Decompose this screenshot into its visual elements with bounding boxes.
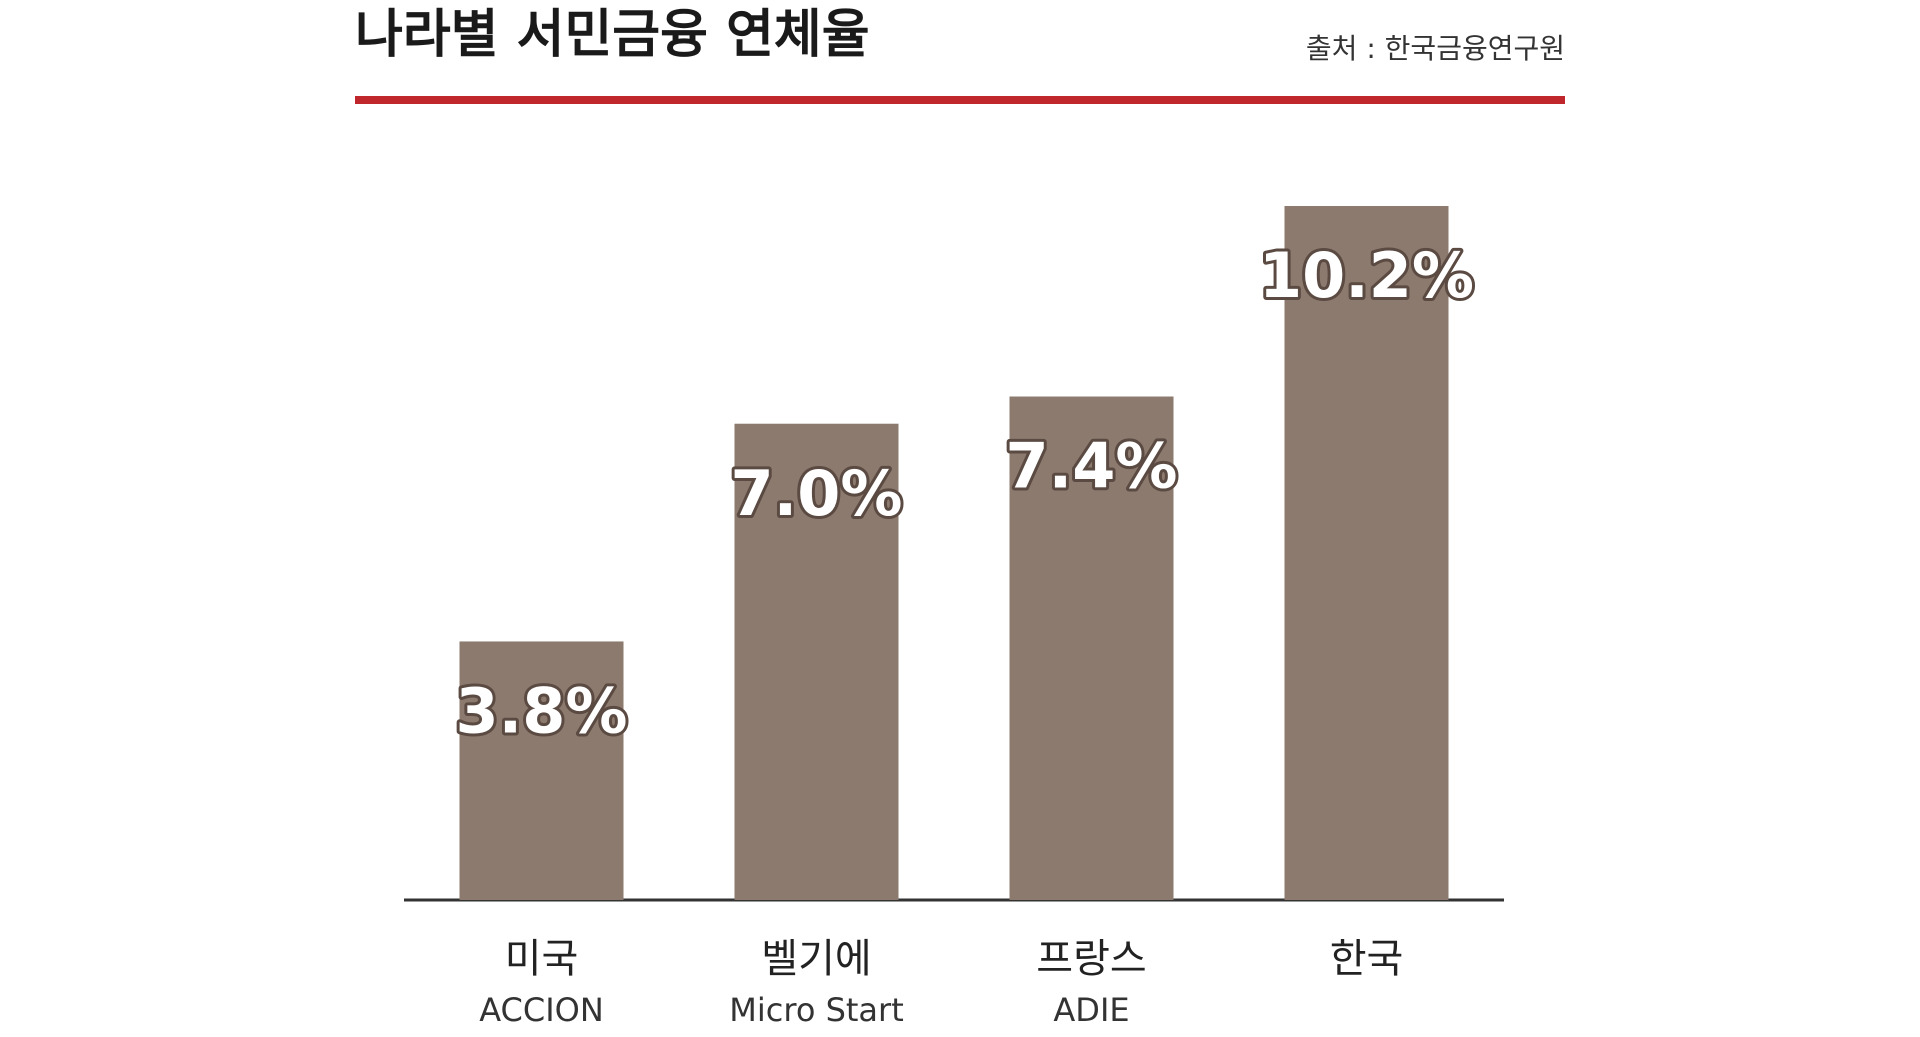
x-tick-label: 프랑스: [1036, 936, 1146, 982]
x-tick-sublabel: Micro Start: [729, 991, 903, 1029]
value-label: 7.0%: [731, 457, 903, 530]
x-tick-sublabel: ACCION: [479, 991, 604, 1029]
x-tick-label: 벨기에: [761, 936, 871, 982]
chart-title: 나라별 서민금융 연체율: [355, 5, 870, 65]
x-tick-label: 미국: [505, 936, 579, 982]
bar: [459, 641, 624, 900]
x-tick-sublabel: ADIE: [1053, 991, 1129, 1029]
value-label: 7.4%: [1006, 430, 1178, 503]
bar: [1009, 396, 1174, 900]
bar: [1284, 206, 1449, 900]
value-label: 10.2%: [1259, 239, 1474, 312]
x-tick-label: 한국: [1330, 936, 1404, 982]
title-rule: [355, 96, 1565, 104]
chart-source: 출처 : 한국금융연구원: [1306, 32, 1565, 65]
bar: [734, 423, 899, 900]
value-label: 3.8%: [456, 675, 628, 748]
